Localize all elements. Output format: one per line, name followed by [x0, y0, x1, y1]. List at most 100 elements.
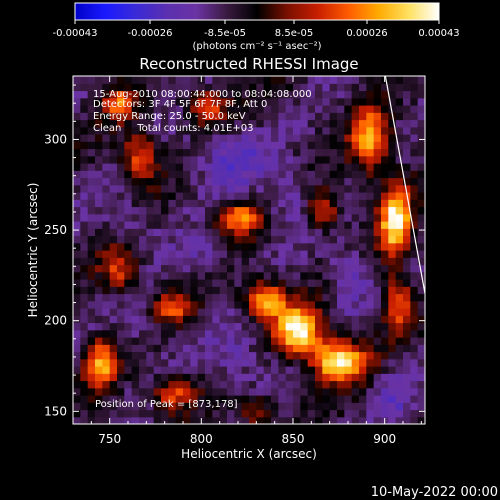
- heatmap-cell: [307, 163, 316, 171]
- heatmap-cell: [212, 105, 221, 113]
- heatmap-cell: [102, 344, 111, 353]
- heatmap-cell: [183, 163, 191, 171]
- heatmap-cell: [161, 264, 169, 273]
- heatmap-cell: [227, 235, 235, 244]
- heatmap-cell: [293, 315, 301, 324]
- x-axis-ticks: 750 800 850 900: [90, 76, 422, 446]
- heatmap-cell: [373, 271, 382, 280]
- heatmap-cell: [293, 344, 301, 353]
- heatmap-cell: [87, 126, 96, 135]
- heatmap-cell: [124, 76, 133, 84]
- heatmap-cell: [410, 119, 419, 128]
- heatmap-cell: [139, 221, 147, 229]
- heatmap-cell: [175, 373, 184, 382]
- heatmap-cell: [161, 366, 169, 374]
- heatmap-cell: [131, 308, 140, 316]
- heatmap-cell: [139, 76, 147, 84]
- heatmap-cell: [73, 387, 81, 396]
- heatmap-cell: [344, 155, 353, 164]
- heatmap-cell: [403, 213, 411, 222]
- heatmap-cell: [373, 90, 382, 99]
- heatmap-cell: [102, 322, 111, 331]
- heatmap-cell: [205, 177, 213, 186]
- heatmap-cell: [241, 351, 250, 360]
- heatmap-cell: [168, 300, 177, 309]
- heatmap-cell: [410, 134, 419, 142]
- heatmap-cell: [410, 97, 419, 106]
- heatmap-cell: [212, 387, 221, 396]
- heatmap-cell: [227, 192, 235, 200]
- heatmap-cell: [373, 300, 382, 309]
- heatmap-cell: [219, 213, 228, 222]
- heatmap-cell: [366, 387, 375, 396]
- heatmap-cell: [403, 184, 411, 193]
- heatmap-cell: [293, 322, 301, 331]
- heatmap-cell: [315, 329, 323, 338]
- heatmap-cell: [417, 308, 425, 316]
- heatmap-cell: [175, 337, 184, 345]
- heatmap-cell: [205, 97, 213, 106]
- heatmap-cell: [95, 170, 103, 179]
- heatmap-cell: [146, 119, 155, 128]
- heatmap-cell: [278, 286, 287, 295]
- heatmap-cell: [161, 322, 169, 331]
- heatmap-cell: [300, 184, 309, 193]
- heatmap-cell: [285, 148, 294, 157]
- heatmap-cell: [293, 373, 301, 382]
- heatmap-cell: [256, 264, 265, 273]
- heatmap-cell: [278, 184, 287, 193]
- heatmap-cell: [80, 351, 89, 360]
- heatmap-cell: [161, 286, 169, 295]
- heatmap-cell: [366, 279, 375, 287]
- heatmap-cell: [153, 271, 162, 280]
- heatmap-cell: [329, 351, 338, 360]
- heatmap-cell: [315, 366, 323, 374]
- heatmap-cell: [241, 213, 250, 222]
- heatmap-cell: [417, 105, 425, 113]
- heatmap-cell: [117, 97, 125, 106]
- heatmap-cell: [73, 235, 81, 244]
- heatmap-cell: [73, 199, 81, 208]
- heatmap-cell: [190, 126, 199, 135]
- heatmap-cell: [307, 184, 316, 193]
- heatmap-cell: [87, 163, 96, 171]
- heatmap-cell: [417, 409, 425, 418]
- heatmap-cell: [263, 184, 272, 193]
- heatmap-cell: [87, 264, 96, 273]
- heatmap-cell: [95, 76, 103, 84]
- heatmap-cell: [102, 83, 111, 92]
- heatmap-cell: [219, 279, 228, 287]
- heatmap-cell: [417, 83, 425, 92]
- heatmap-cell: [293, 206, 301, 215]
- heatmap-cell: [293, 90, 301, 99]
- heatmap-cell: [117, 322, 125, 331]
- heatmap-cell: [337, 315, 345, 324]
- heatmap-cell: [373, 279, 382, 287]
- heatmap-cell: [315, 380, 323, 389]
- heatmap-cell: [227, 402, 235, 411]
- heatmap-cell: [395, 402, 404, 411]
- heatmap-cell: [293, 83, 301, 92]
- heatmap-cell: [124, 155, 133, 164]
- heatmap-cell: [351, 387, 360, 396]
- heatmap-cell: [410, 242, 419, 251]
- heatmap-cell: [381, 286, 389, 295]
- heatmap-cell: [139, 329, 147, 338]
- heatmap-cell: [131, 271, 140, 280]
- heatmap-cell: [175, 192, 184, 200]
- heatmap-cell: [102, 148, 111, 157]
- heatmap-cell: [197, 163, 206, 171]
- heatmap-cell: [219, 97, 228, 106]
- heatmap-cell: [241, 409, 250, 418]
- heatmap-cell: [102, 366, 111, 374]
- heatmap-cell: [285, 242, 294, 251]
- heatmap-cell: [359, 250, 367, 258]
- heatmap-cell: [153, 409, 162, 418]
- heatmap-cell: [315, 337, 323, 345]
- heatmap-cell: [285, 141, 294, 150]
- heatmap-cell: [315, 148, 323, 157]
- heatmap-cell: [212, 315, 221, 324]
- heatmap-cell: [87, 373, 96, 382]
- heatmap-cell: [73, 228, 81, 237]
- heatmap-cell: [117, 105, 125, 113]
